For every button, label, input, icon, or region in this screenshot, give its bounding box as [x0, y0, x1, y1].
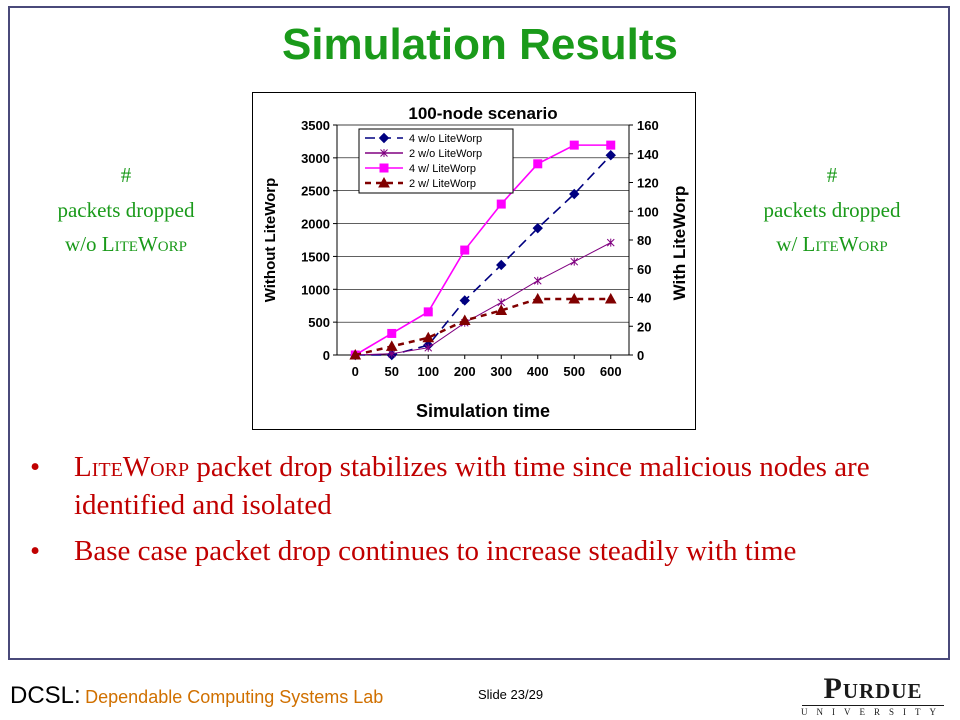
data-point-s4	[531, 292, 544, 304]
purdue-logo: Purdue UNIVERSITY	[798, 672, 948, 717]
left-tick-label: 1000	[301, 282, 330, 297]
right-tick-label: 80	[637, 233, 651, 248]
left-tick-label: 2500	[301, 184, 330, 199]
right-tick-label: 100	[637, 204, 659, 219]
left-note-line2: packets dropped	[57, 197, 195, 222]
footer-lab-name: DCSL: Dependable Computing Systems Lab	[10, 682, 383, 710]
right-tick-label: 160	[637, 118, 659, 133]
right-note-liteworp: LiteWorp	[802, 232, 888, 257]
x-tick-label: 400	[527, 364, 549, 379]
right-tick-label: 20	[637, 319, 651, 334]
legend-marker	[378, 132, 390, 144]
left-tick-label: 2000	[301, 217, 330, 232]
left-note-line3: w/o LiteWorp	[26, 227, 226, 262]
data-point-s3	[569, 140, 579, 150]
left-note-line1: #	[120, 163, 132, 187]
data-point-s1	[532, 222, 543, 234]
right-axis-title: With LiteWorp	[670, 186, 689, 301]
data-point-s3	[423, 307, 433, 317]
series-line-2	[355, 242, 611, 356]
left-tick-label: 3000	[301, 151, 330, 166]
footer-full-name: Dependable Computing Systems Lab	[85, 687, 384, 707]
left-tick-label: 0	[323, 348, 330, 363]
data-point-s2	[387, 349, 396, 358]
data-point-s4	[568, 292, 581, 304]
series-line-1	[355, 154, 612, 356]
right-tick-label: 120	[637, 176, 659, 191]
slide-number: Slide 23/29	[478, 687, 544, 702]
bullet-2-text: Base case packet drop continues to incre…	[74, 535, 797, 567]
data-point-s1	[605, 150, 616, 161]
right-note-line2: packets dropped	[763, 197, 901, 222]
x-tick-label: 600	[600, 364, 622, 379]
bullet-list: • LiteWorp packet drop stabilizes with ti…	[30, 448, 950, 578]
x-tick-label: 300	[490, 364, 512, 379]
data-point-s4	[349, 348, 362, 360]
legend-marker	[380, 149, 388, 157]
chart-container: 0 500 1000 1500 2000 2500 3000 3500 0 20 40 60 80 100…	[252, 92, 696, 430]
right-tick-label: 60	[637, 262, 651, 277]
slide-title: Simulation Results	[281, 20, 679, 69]
legend-marker	[378, 176, 390, 188]
x-axis-title: Simulation time	[416, 401, 550, 421]
left-axis-title: Without LiteWorp	[262, 178, 279, 303]
data-point-s3	[496, 199, 506, 209]
right-tick-label: 0	[637, 348, 644, 363]
right-axis-note: # packets dropped w/ LiteWorp	[732, 158, 932, 262]
bullet-1-text: packet drop stabilizes with time since m…	[74, 451, 870, 521]
bullet-dot: •	[30, 451, 41, 483]
data-point-s3	[387, 328, 397, 338]
data-point-s2	[533, 276, 542, 285]
bullet-item-2: • Base case packet drop continues to incr…	[30, 532, 950, 570]
left-note-liteworp: LiteWorp	[101, 232, 187, 257]
data-point-s1	[569, 188, 580, 200]
data-point-s3	[533, 159, 543, 169]
left-tick-label: 3500	[301, 118, 330, 133]
data-point-s1	[496, 259, 507, 271]
data-point-s4	[385, 340, 398, 351]
chart-title: 100-node scenario	[408, 104, 557, 123]
footer-abbr: DCSL:	[10, 682, 81, 709]
right-note-line1: #	[826, 163, 838, 187]
series-line-4	[354, 297, 611, 357]
left-tick-label: 1500	[301, 249, 330, 264]
legend-label: 4 w/ LiteWorp	[409, 163, 476, 175]
legend-label: 2 w/ LiteWorp	[409, 178, 476, 190]
left-tick-label: 500	[308, 315, 330, 330]
right-note-line3: w/ LiteWorp	[732, 227, 932, 262]
x-tick-label: 100	[417, 364, 439, 379]
series-line-3	[354, 144, 611, 356]
right-tick-label: 40	[637, 291, 651, 306]
x-tick-label: 50	[385, 364, 399, 379]
bullet-1-liteworp: LiteWorp	[74, 451, 190, 483]
x-tick-label: 200	[454, 364, 476, 379]
right-tick-label: 140	[637, 147, 659, 162]
data-point-s1	[459, 295, 470, 306]
bullet-item-1: • LiteWorp packet drop stabilizes with ti…	[30, 448, 950, 524]
data-point-s2	[424, 343, 433, 352]
slide-frame	[8, 6, 950, 660]
logo-word: Purdue	[823, 672, 923, 705]
data-point-s4	[458, 314, 471, 325]
left-note-prefix: w/o	[65, 232, 102, 257]
left-axis-note: # packets dropped w/o LiteWorp	[26, 158, 226, 262]
data-point-s4	[604, 292, 617, 304]
x-tick-label: 500	[563, 364, 585, 379]
bullet-dot: •	[30, 535, 41, 567]
logo-rule	[802, 705, 944, 706]
right-note-prefix: w/	[776, 232, 803, 257]
legend-label: 4 w/o LiteWorp	[409, 133, 482, 145]
logo-sub: UNIVERSITY	[801, 707, 945, 717]
legend-label: 2 w/o LiteWorp	[409, 148, 482, 160]
data-point-s4	[495, 304, 508, 315]
data-point-s2	[606, 238, 615, 247]
data-point-s4	[422, 331, 435, 343]
data-point-s2	[570, 257, 579, 266]
legend-marker	[379, 163, 389, 173]
x-tick-label: 0	[352, 364, 359, 379]
data-point-s3	[460, 245, 470, 255]
line-chart: 0500100015002000250030003500020406080100…	[262, 104, 689, 421]
data-point-s3	[606, 140, 616, 150]
